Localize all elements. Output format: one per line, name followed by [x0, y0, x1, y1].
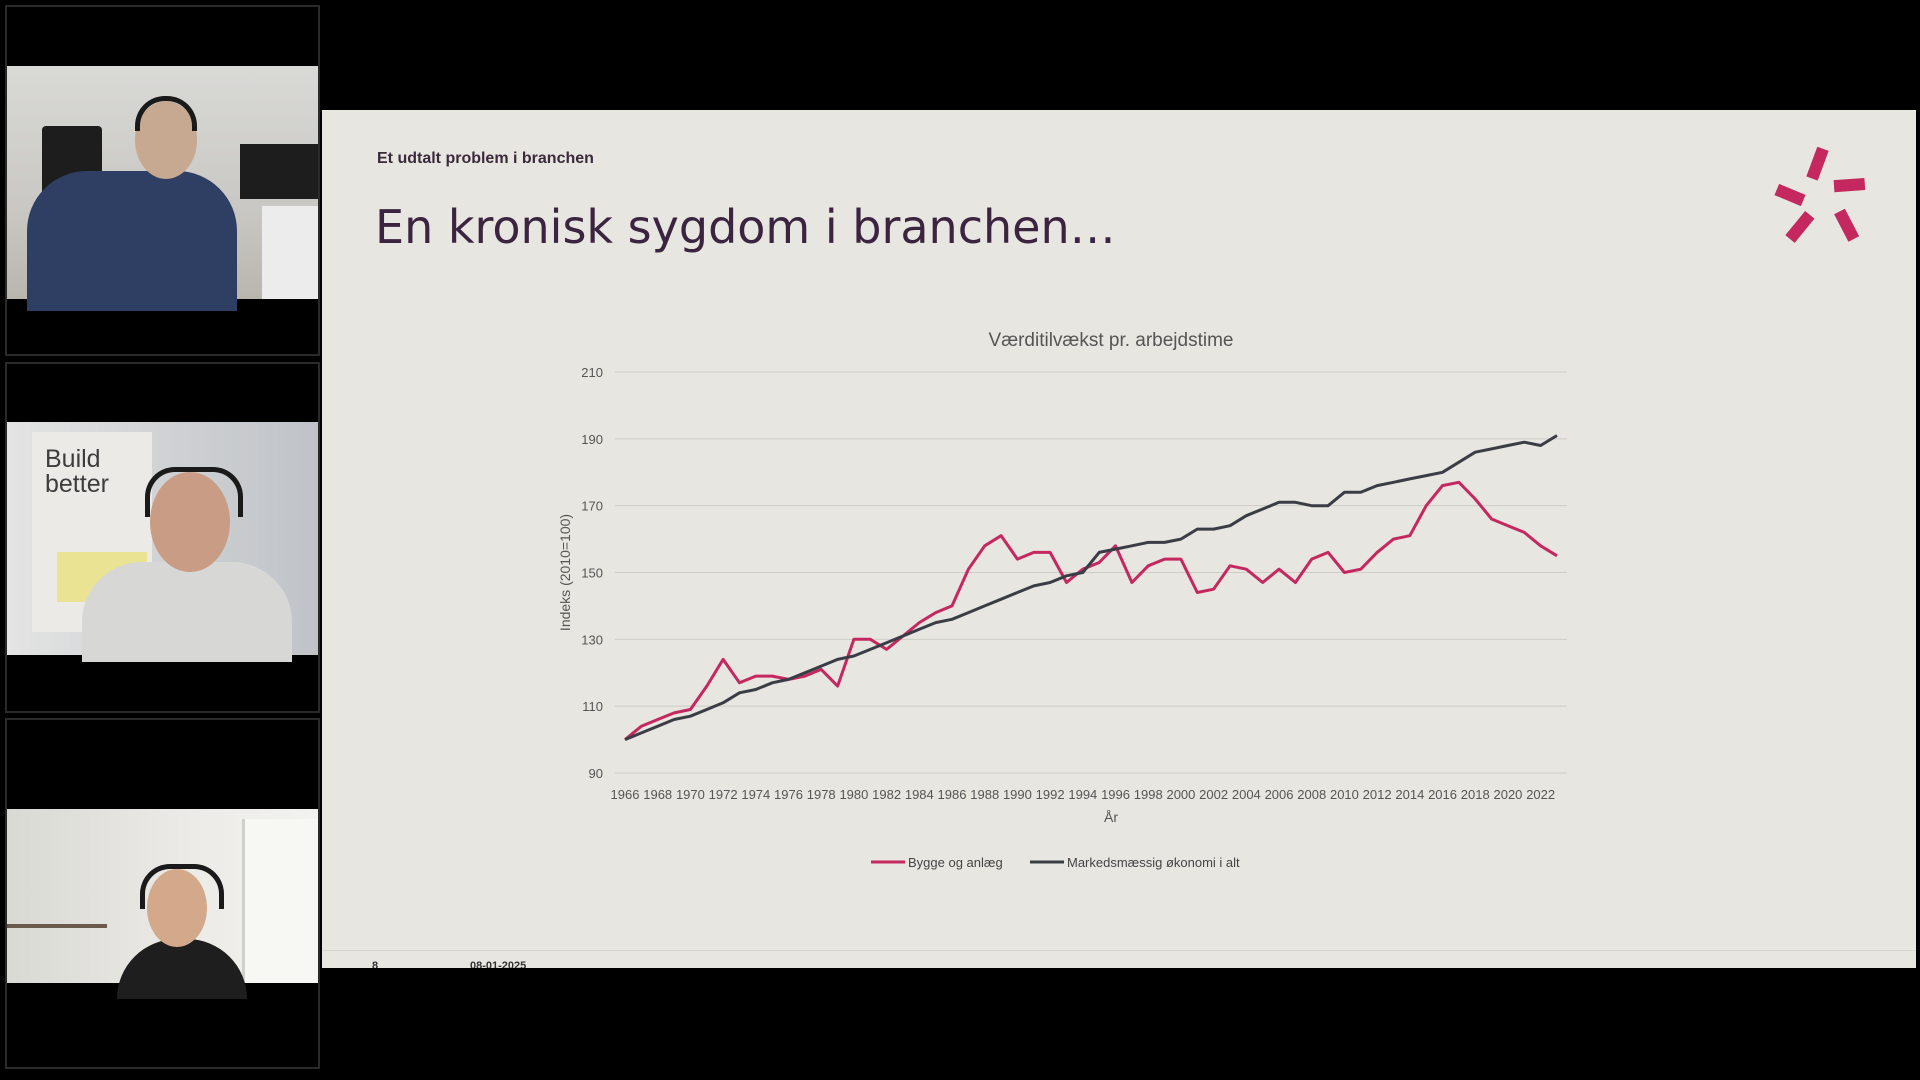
- y-tick-label: 130: [581, 632, 603, 647]
- x-axis-label: År: [1104, 809, 1118, 825]
- line-chart: Værditilvækst pr. arbejdstime 90 110 130 150…: [557, 330, 1567, 870]
- y-tick-label: 150: [581, 566, 603, 581]
- x-tick-label: 1982: [872, 787, 901, 802]
- presentation-slide: Et udtalt problem i branchen En kronisk …: [322, 110, 1916, 968]
- participant-tile-2[interactable]: Build better: [5, 362, 320, 713]
- x-tick-label: 1972: [709, 787, 738, 802]
- x-tick-label: 1970: [676, 787, 705, 802]
- x-tick-label: 1974: [741, 787, 770, 802]
- star-logo-icon: [1774, 146, 1866, 243]
- participant-video-3: [7, 809, 318, 999]
- footer-divider: [322, 950, 1916, 951]
- x-tick-label: 2012: [1363, 787, 1392, 802]
- person-body: [117, 939, 247, 999]
- x-tick-label: 1992: [1036, 787, 1065, 802]
- x-tick-label: 2022: [1526, 787, 1555, 802]
- tv-image: [240, 144, 318, 199]
- x-tick-label: 1986: [938, 787, 967, 802]
- banner-text-line-1: Build: [45, 445, 101, 473]
- legend-label-2: Markedsmæssig økonomi i alt: [1067, 855, 1240, 870]
- x-tick-label: 1980: [839, 787, 868, 802]
- y-tick-label: 110: [582, 699, 603, 714]
- y-axis-label: Indeks (2010=100): [557, 514, 573, 631]
- participant-video-2: Build better: [7, 422, 318, 662]
- x-tick-label: 1966: [611, 787, 640, 802]
- x-tick-label: 1984: [905, 787, 934, 802]
- series-line-2: [624, 434, 1558, 741]
- chart-title: Værditilvækst pr. arbejdstime: [989, 330, 1234, 351]
- y-tick-label: 190: [581, 432, 603, 447]
- window-image: [242, 819, 318, 983]
- headset-icon: [145, 467, 243, 517]
- x-tick-label: 2004: [1232, 787, 1261, 802]
- x-tick-label: 2016: [1428, 787, 1457, 802]
- x-tick-label: 1976: [774, 787, 803, 802]
- headset-icon: [140, 864, 224, 909]
- y-tick-label: 170: [581, 499, 603, 514]
- x-tick-label: 2010: [1330, 787, 1359, 802]
- slide-kicker: Et udtalt problem i branchen: [377, 150, 594, 167]
- x-tick-label: 2002: [1199, 787, 1228, 802]
- person-body: [27, 171, 237, 311]
- x-tick-label: 2020: [1493, 787, 1522, 802]
- x-tick-label: 2000: [1166, 787, 1195, 802]
- headset-icon: [135, 96, 197, 131]
- legend-label-1: Bygge og anlæg: [908, 855, 1003, 870]
- participant-tile-1[interactable]: [5, 5, 320, 356]
- shelf-image: [262, 206, 318, 299]
- participant-video-1: [7, 66, 318, 311]
- x-tick-label: 1988: [970, 787, 999, 802]
- y-tick-label: 90: [589, 766, 603, 781]
- shelf-image: [7, 924, 107, 928]
- x-tick-label: 2018: [1461, 787, 1490, 802]
- x-tick-label: 2008: [1297, 787, 1326, 802]
- participant-tile-3[interactable]: [5, 718, 320, 1069]
- x-tick-label: 1978: [807, 787, 836, 802]
- slide-title: En kronisk sygdom i branchen…: [375, 200, 1116, 254]
- x-tick-label: 1968: [643, 787, 672, 802]
- banner-text-line-2: better: [45, 470, 109, 498]
- y-tick-label: 210: [581, 365, 603, 380]
- x-tick-label: 1990: [1003, 787, 1032, 802]
- x-tick-label: 2006: [1265, 787, 1294, 802]
- x-tick-label: 1996: [1101, 787, 1130, 802]
- series-line-1: [624, 480, 1558, 741]
- x-tick-label: 1998: [1134, 787, 1163, 802]
- slide-date: 08-01-2025: [470, 960, 527, 968]
- x-tick-label: 2014: [1395, 787, 1424, 802]
- slide-page-number: 8: [372, 960, 379, 968]
- x-tick-label: 1994: [1068, 787, 1097, 802]
- person-body: [82, 562, 292, 662]
